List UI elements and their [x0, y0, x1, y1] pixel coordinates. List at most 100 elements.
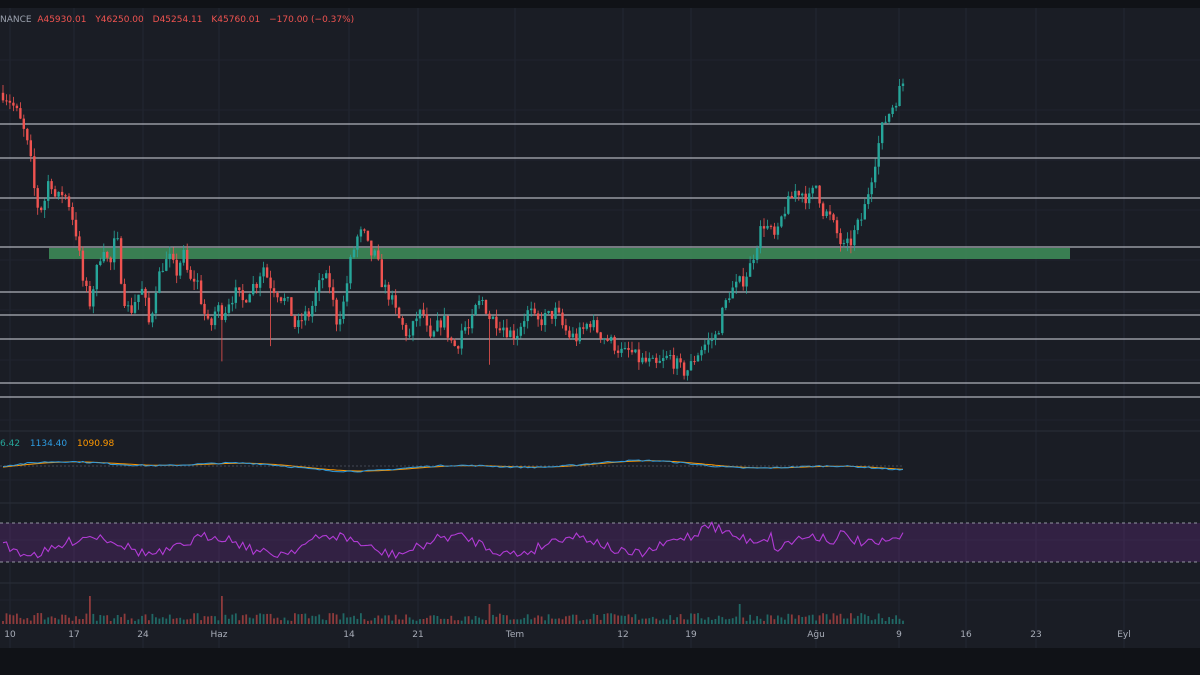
candle-body — [846, 238, 849, 244]
candle-body — [199, 280, 203, 304]
candle-body — [328, 273, 331, 288]
volume-bar — [9, 614, 11, 624]
macd-legend: 6.42 1134.40 1090.98 — [0, 439, 121, 449]
candle-body — [738, 276, 741, 282]
volume-bar — [669, 615, 672, 624]
volume-bar — [106, 615, 109, 624]
candle-body — [99, 261, 102, 265]
candle-body — [498, 328, 502, 331]
candle-body — [113, 238, 116, 263]
candle-body — [849, 238, 853, 246]
candle-body — [495, 316, 498, 329]
volume-bar — [822, 613, 824, 624]
candle-body — [731, 287, 734, 299]
volume-bar — [839, 613, 842, 624]
volume-bar — [492, 614, 494, 624]
candle-body — [776, 226, 780, 235]
volume-bar — [641, 618, 644, 624]
volume-bar — [221, 596, 223, 624]
candle-body — [592, 320, 595, 328]
volume-bar — [92, 613, 95, 624]
volume-bar — [898, 618, 901, 624]
volume-bar — [850, 613, 852, 624]
volume-bar — [808, 615, 811, 624]
volume-bar — [526, 614, 529, 624]
volume-bar — [342, 613, 345, 624]
candle-body — [300, 320, 303, 322]
candle-body — [1, 92, 5, 101]
volume-bar — [137, 619, 140, 624]
volume-bar — [412, 619, 414, 624]
candle-body — [349, 257, 352, 284]
candle-body — [64, 195, 67, 197]
candle-body — [651, 357, 654, 359]
volume-bar — [217, 620, 220, 624]
volume-bar — [690, 613, 692, 624]
candle-body — [33, 156, 36, 189]
candle-body — [57, 191, 60, 197]
volume-bar — [287, 620, 289, 624]
candle-body — [578, 327, 581, 342]
candle-body — [53, 189, 57, 197]
volume-bar — [721, 617, 724, 624]
candle-body — [887, 114, 891, 122]
candle-body — [450, 337, 453, 341]
candle-body — [484, 300, 488, 314]
resistance-zone — [49, 248, 1070, 259]
candle-body — [808, 193, 811, 204]
volume-bar — [61, 614, 63, 624]
candle-body — [477, 300, 481, 306]
volume-bar — [620, 615, 623, 624]
volume-bar — [700, 618, 703, 624]
volume-bar — [16, 613, 18, 624]
candle-body — [342, 301, 345, 319]
volume-bar — [422, 619, 425, 624]
candle-body — [780, 216, 783, 227]
volume-bar — [790, 614, 793, 624]
macd-value-2: 1134.40 — [29, 439, 68, 449]
volume-bar — [405, 614, 407, 624]
candle-body — [345, 283, 349, 302]
candle-body — [842, 243, 846, 245]
candle-body — [67, 196, 71, 207]
candle-body — [133, 302, 137, 313]
volume-bar — [818, 615, 821, 624]
candle-body — [331, 287, 335, 300]
volume-bar — [231, 614, 234, 624]
candle-body — [596, 320, 599, 333]
volume-bar — [401, 619, 404, 624]
volume-bar — [717, 615, 720, 624]
candle-body — [867, 194, 870, 205]
candle-body — [359, 229, 363, 237]
candle-body — [241, 290, 244, 301]
candle-body — [710, 339, 714, 341]
candle-body — [526, 310, 529, 322]
high-value: Y46250.00 — [95, 15, 144, 25]
volume-bar — [273, 618, 275, 624]
volume-bar — [19, 617, 22, 624]
candle-body — [248, 294, 251, 303]
candle-body — [224, 312, 227, 320]
candle-body — [620, 348, 623, 353]
volume-bar — [356, 618, 359, 624]
candle-body — [314, 292, 317, 306]
candle-body — [439, 320, 442, 328]
candle-body — [707, 340, 710, 345]
close-value: K45760.01 — [211, 15, 261, 25]
volume-bar — [314, 616, 317, 624]
candle-body — [714, 334, 717, 340]
candle-body — [561, 312, 564, 326]
candle-body — [870, 182, 873, 195]
candle-body — [460, 330, 463, 349]
candle-body — [794, 190, 797, 199]
candle-body — [752, 259, 755, 264]
candle-body — [262, 267, 265, 277]
candle-body — [742, 276, 745, 287]
candle-body — [47, 181, 50, 201]
volume-bar — [714, 619, 717, 624]
candle-body — [418, 309, 422, 319]
volume-bar — [269, 613, 272, 624]
candle-body — [22, 118, 25, 129]
candle-body — [644, 357, 648, 362]
volume-bar — [161, 617, 164, 624]
